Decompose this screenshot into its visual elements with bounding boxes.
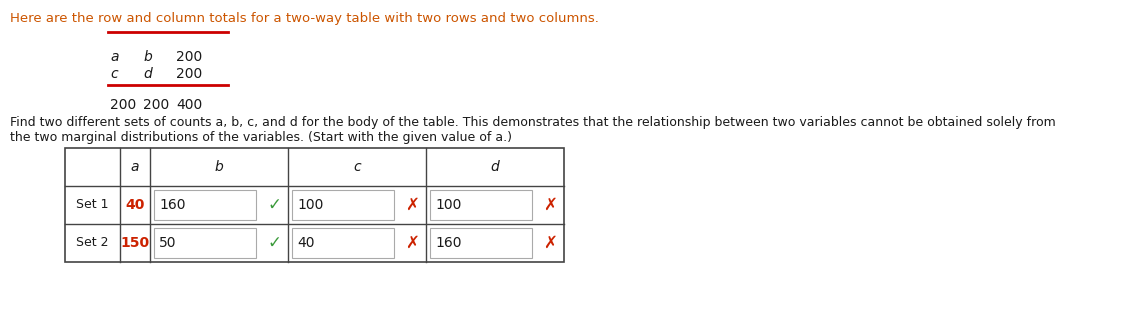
Text: c: c xyxy=(110,67,118,81)
Text: 400: 400 xyxy=(176,98,202,112)
Text: ✗: ✗ xyxy=(405,196,419,214)
Text: d: d xyxy=(143,67,152,81)
Text: 200: 200 xyxy=(176,67,202,81)
Text: a: a xyxy=(131,160,140,174)
Text: b: b xyxy=(215,160,224,174)
Text: 160: 160 xyxy=(159,198,185,212)
Bar xyxy=(154,190,257,220)
Text: 100: 100 xyxy=(297,198,323,212)
Text: 150: 150 xyxy=(120,236,150,250)
Text: 200: 200 xyxy=(143,98,169,112)
Text: c: c xyxy=(353,160,361,174)
Text: 160: 160 xyxy=(435,236,462,250)
Text: ✗: ✗ xyxy=(405,234,419,252)
Text: ✓: ✓ xyxy=(267,234,281,252)
Text: 50: 50 xyxy=(159,236,177,250)
Text: 40: 40 xyxy=(297,236,314,250)
Bar xyxy=(430,228,532,258)
Text: Here are the row and column totals for a two-way table with two rows and two col: Here are the row and column totals for a… xyxy=(10,12,599,25)
Text: the two marginal distributions of the variables. (Start with the given value of : the two marginal distributions of the va… xyxy=(10,131,512,144)
Text: 200: 200 xyxy=(176,50,202,64)
Bar xyxy=(292,190,394,220)
Text: a: a xyxy=(110,50,118,64)
Bar xyxy=(430,190,532,220)
Text: ✗: ✗ xyxy=(543,234,557,252)
Text: 40: 40 xyxy=(125,198,144,212)
Text: Set 1: Set 1 xyxy=(76,198,109,212)
Bar xyxy=(154,228,257,258)
Text: 100: 100 xyxy=(435,198,461,212)
Bar xyxy=(65,148,564,262)
Text: ✗: ✗ xyxy=(543,196,557,214)
Text: b: b xyxy=(143,50,152,64)
Text: 200: 200 xyxy=(110,98,136,112)
Bar xyxy=(292,228,394,258)
Text: ✓: ✓ xyxy=(267,196,281,214)
Text: Find two different sets of counts a, b, c, and d for the body of the table. This: Find two different sets of counts a, b, … xyxy=(10,116,1056,129)
Text: Set 2: Set 2 xyxy=(76,236,109,250)
Text: d: d xyxy=(490,160,499,174)
